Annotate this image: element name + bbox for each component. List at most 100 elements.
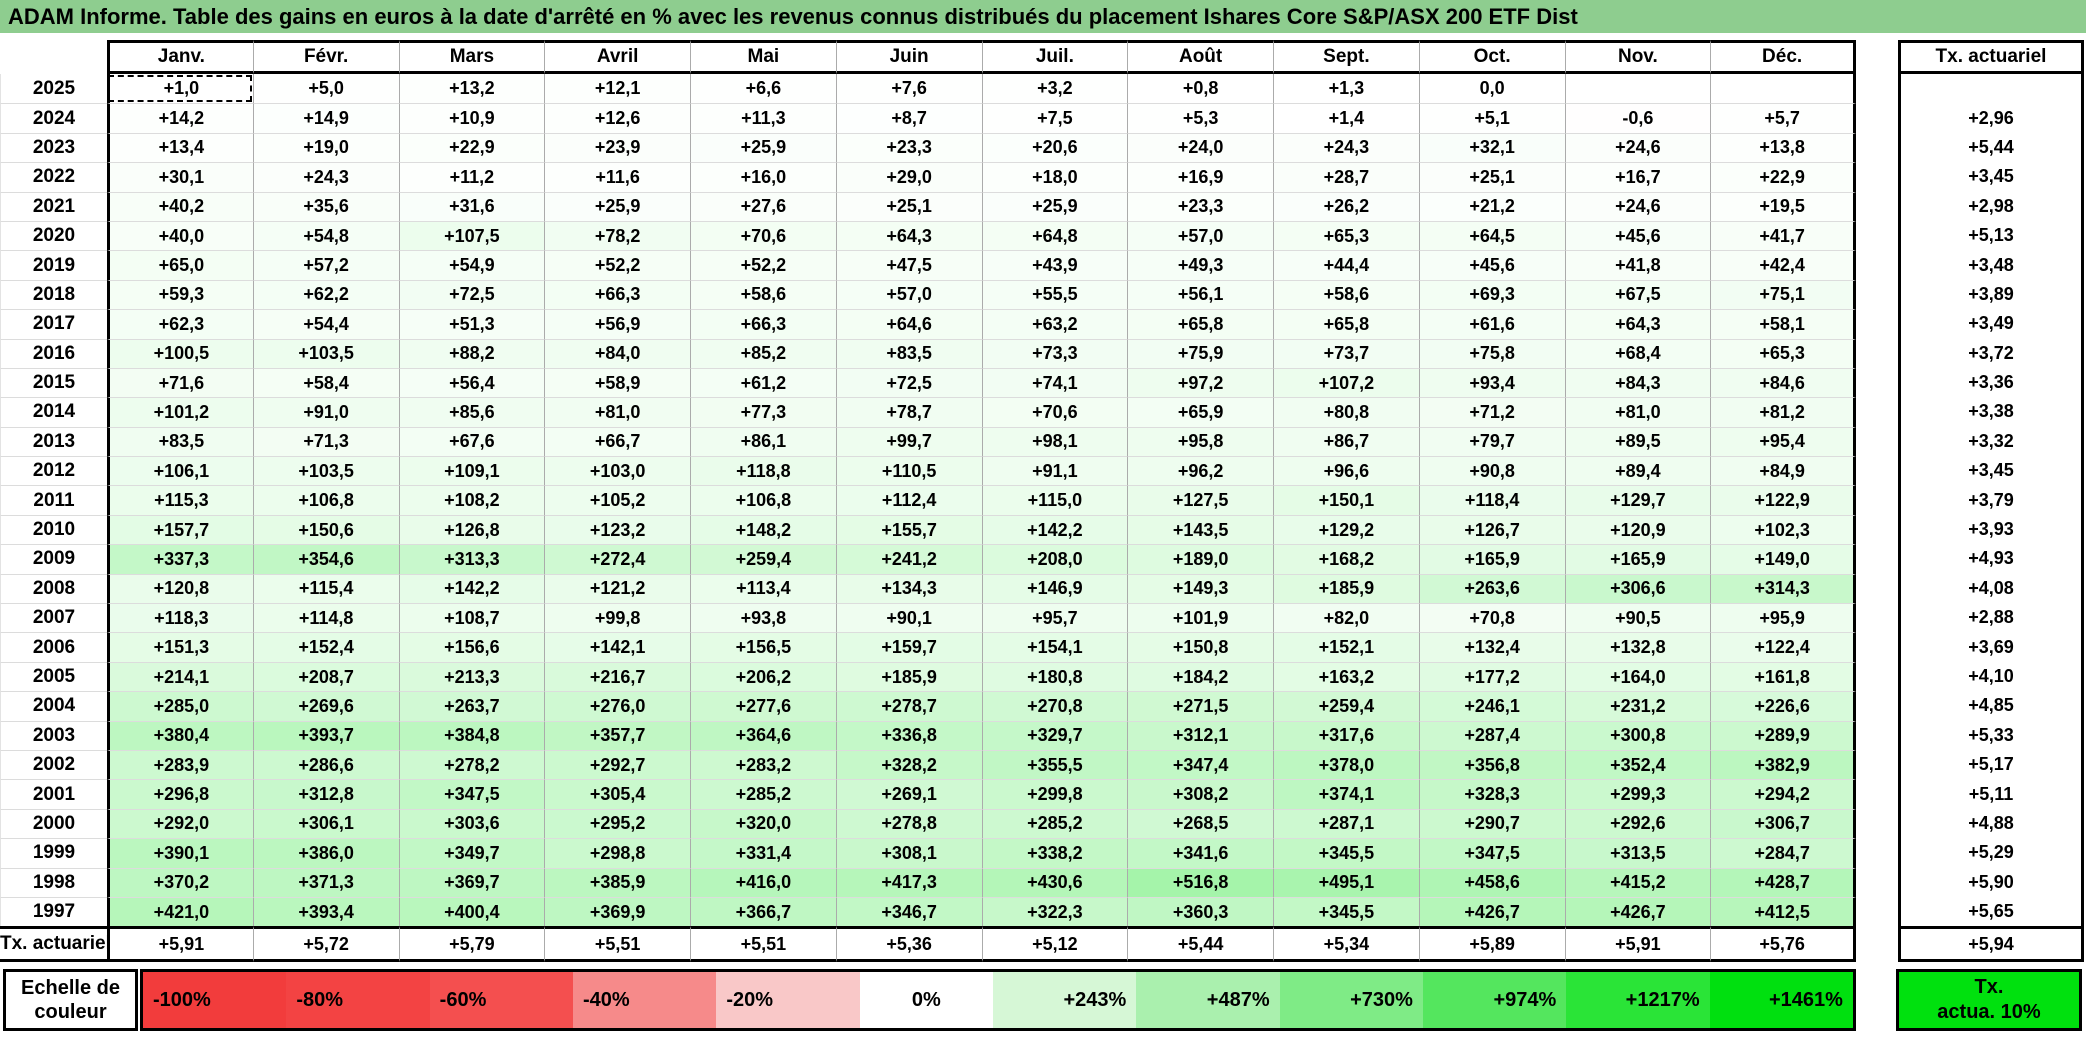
- gain-cell[interactable]: +356,8: [1418, 749, 1565, 780]
- gain-cell[interactable]: +132,4: [1418, 632, 1565, 662]
- gain-cell[interactable]: +430,6: [981, 867, 1128, 897]
- gain-cell[interactable]: +12,1: [544, 74, 690, 104]
- gain-cell[interactable]: +28,7: [1273, 162, 1419, 192]
- gain-cell[interactable]: +142,1: [544, 632, 690, 662]
- gain-cell[interactable]: +13,4: [107, 132, 253, 163]
- year-label[interactable]: 2004: [0, 691, 107, 721]
- gain-cell[interactable]: +65,8: [1273, 309, 1419, 339]
- gain-cell[interactable]: +84,6: [1710, 367, 1856, 398]
- tx-cell[interactable]: +5,65: [1901, 896, 2081, 927]
- gain-cell[interactable]: +278,8: [835, 808, 982, 839]
- year-label[interactable]: 2014: [0, 397, 107, 427]
- tx-cell[interactable]: +4,10: [1901, 661, 2081, 692]
- gain-cell[interactable]: +14,2: [107, 103, 253, 133]
- gain-cell[interactable]: +369,7: [398, 867, 545, 897]
- footer-rate-cell[interactable]: +5,89: [1418, 926, 1565, 963]
- gain-cell[interactable]: +32,1: [1418, 132, 1565, 163]
- gain-cell[interactable]: +108,2: [398, 485, 545, 515]
- gain-cell[interactable]: +81,2: [1710, 397, 1856, 427]
- gain-cell[interactable]: +306,1: [252, 808, 399, 839]
- gain-cell[interactable]: +5,0: [252, 74, 399, 104]
- month-header-févr[interactable]: Févr.: [252, 40, 399, 74]
- gain-cell[interactable]: +103,5: [252, 338, 399, 368]
- gain-cell[interactable]: +62,2: [252, 279, 399, 310]
- gain-cell[interactable]: +78,7: [835, 397, 982, 427]
- gain-cell[interactable]: +151,3: [107, 632, 253, 662]
- gain-cell[interactable]: +313,3: [398, 544, 545, 574]
- year-label[interactable]: 2007: [0, 603, 107, 633]
- gain-cell[interactable]: +331,4: [690, 838, 836, 868]
- selected-gain-cell[interactable]: +1,0: [107, 74, 253, 104]
- gain-cell[interactable]: +99,8: [544, 603, 690, 633]
- month-header-mai[interactable]: Mai: [690, 40, 836, 74]
- gain-cell[interactable]: +41,7: [1710, 220, 1856, 251]
- tx-cell[interactable]: +4,93: [1901, 544, 2081, 574]
- tx-cell[interactable]: +3,45: [1901, 162, 2081, 192]
- gain-cell[interactable]: +289,9: [1710, 720, 1856, 750]
- gain-cell[interactable]: +10,9: [398, 103, 545, 133]
- gain-cell[interactable]: +378,0: [1273, 749, 1419, 780]
- gain-cell[interactable]: +150,1: [1273, 485, 1419, 515]
- gain-cell[interactable]: +44,4: [1273, 250, 1419, 280]
- tx-cell[interactable]: +2,96: [1901, 103, 2081, 133]
- gain-cell[interactable]: +11,2: [398, 162, 545, 192]
- gain-cell[interactable]: +100,5: [107, 338, 253, 368]
- gain-cell[interactable]: +11,6: [544, 162, 690, 192]
- gain-cell[interactable]: +1,4: [1273, 103, 1419, 133]
- tx-cell[interactable]: +5,17: [1901, 749, 2081, 780]
- legend-scale-cell[interactable]: +1217%: [1566, 972, 1710, 1029]
- gain-cell[interactable]: +208,0: [981, 544, 1128, 574]
- gain-cell[interactable]: +102,3: [1710, 514, 1856, 545]
- gain-cell[interactable]: +20,6: [981, 132, 1128, 163]
- gain-cell[interactable]: +29,0: [835, 162, 982, 192]
- gain-cell[interactable]: +285,2: [981, 808, 1128, 839]
- gain-cell[interactable]: +69,3: [1418, 279, 1565, 310]
- year-label[interactable]: 2012: [0, 456, 107, 486]
- gain-cell[interactable]: +328,3: [1418, 779, 1565, 809]
- gain-cell[interactable]: +337,3: [107, 544, 253, 574]
- gain-cell[interactable]: +19,0: [252, 132, 399, 163]
- gain-cell[interactable]: +95,8: [1127, 426, 1273, 457]
- gain-cell[interactable]: 0,0: [1418, 74, 1565, 104]
- gain-cell[interactable]: +113,4: [690, 573, 836, 604]
- gain-cell[interactable]: +66,7: [544, 426, 690, 457]
- gain-cell[interactable]: +185,9: [835, 661, 982, 692]
- year-label[interactable]: 2009: [0, 544, 107, 574]
- gain-cell[interactable]: +64,3: [835, 220, 982, 251]
- gain-cell[interactable]: +21,2: [1418, 191, 1565, 221]
- gain-cell[interactable]: +95,4: [1710, 426, 1856, 457]
- gain-cell[interactable]: +345,5: [1273, 838, 1419, 868]
- gain-cell[interactable]: +292,0: [107, 808, 253, 839]
- year-label[interactable]: 2006: [0, 632, 107, 662]
- gain-cell[interactable]: +278,7: [835, 691, 982, 721]
- gain-cell[interactable]: +27,6: [690, 191, 836, 221]
- gain-cell[interactable]: +306,7: [1710, 808, 1856, 839]
- gain-cell[interactable]: +40,2: [107, 191, 253, 221]
- gain-cell[interactable]: +421,0: [107, 896, 253, 927]
- gain-cell[interactable]: +68,4: [1564, 338, 1711, 368]
- gain-cell[interactable]: +72,5: [398, 279, 545, 310]
- gain-cell[interactable]: +416,0: [690, 867, 836, 897]
- gain-cell[interactable]: +0,8: [1127, 74, 1273, 104]
- gain-cell[interactable]: +23,3: [835, 132, 982, 163]
- gain-cell[interactable]: +458,6: [1418, 867, 1565, 897]
- legend-scale-cell[interactable]: +1461%: [1709, 972, 1853, 1029]
- gain-cell[interactable]: +89,4: [1564, 456, 1711, 486]
- year-label[interactable]: 1997: [0, 896, 107, 927]
- gain-cell[interactable]: +384,8: [398, 720, 545, 750]
- gain-cell[interactable]: +129,2: [1273, 514, 1419, 545]
- gain-cell[interactable]: +45,6: [1564, 220, 1711, 251]
- tx-cell[interactable]: +3,89: [1901, 279, 2081, 310]
- month-header-juil[interactable]: Juil.: [981, 40, 1128, 74]
- gain-cell[interactable]: +52,2: [544, 250, 690, 280]
- gain-cell[interactable]: +31,6: [398, 191, 545, 221]
- gain-cell[interactable]: +96,6: [1273, 456, 1419, 486]
- gain-cell[interactable]: +126,7: [1418, 514, 1565, 545]
- gain-cell[interactable]: +164,0: [1564, 661, 1711, 692]
- gain-cell[interactable]: +284,7: [1710, 838, 1856, 868]
- gain-cell[interactable]: +47,5: [835, 250, 982, 280]
- gain-cell[interactable]: +213,3: [398, 661, 545, 692]
- year-label[interactable]: 2010: [0, 514, 107, 545]
- gain-cell[interactable]: +360,3: [1127, 896, 1273, 927]
- gain-cell[interactable]: +58,4: [252, 367, 399, 398]
